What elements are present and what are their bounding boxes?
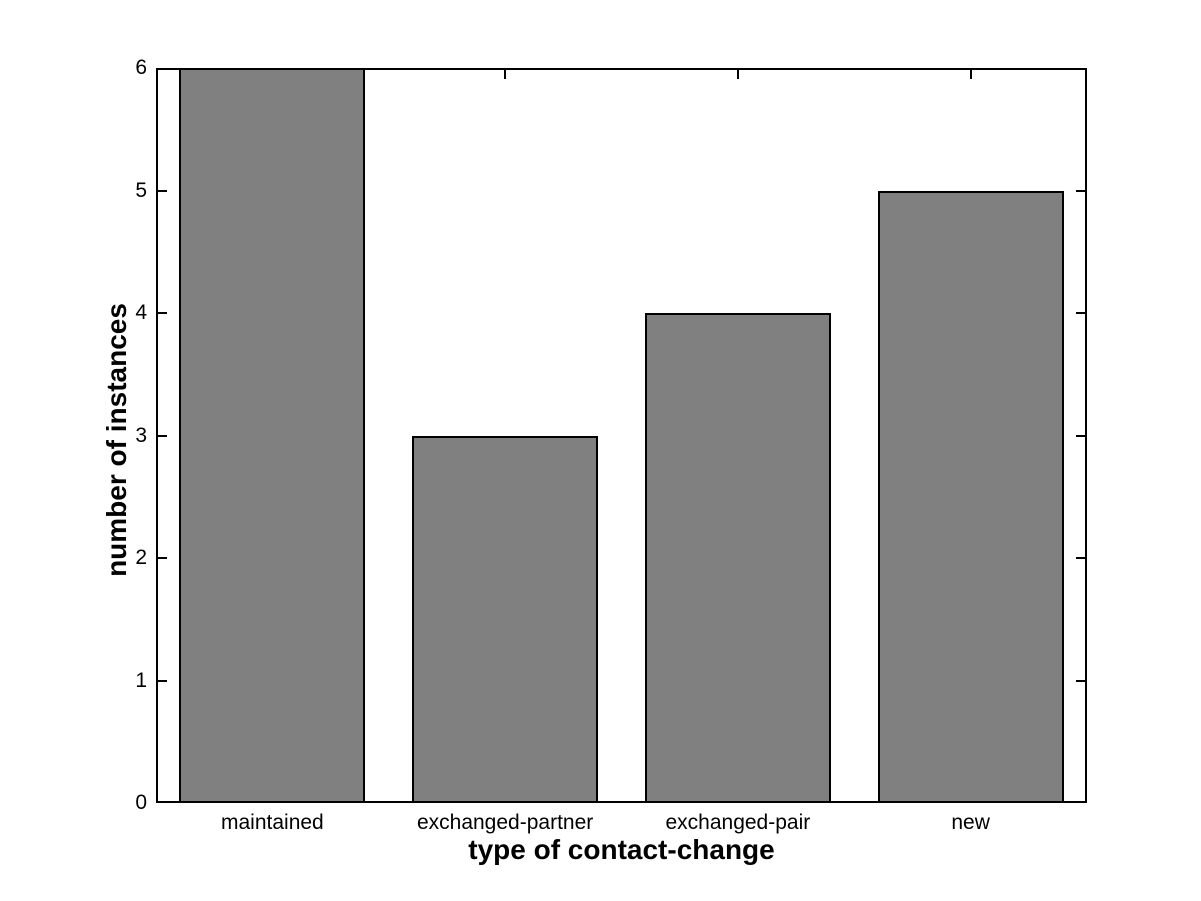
- y-tick-label-6: 6: [135, 56, 147, 79]
- x-tick-label-exchanged-pair: exchanged-pair: [665, 811, 811, 834]
- bar-maintained: [179, 68, 366, 803]
- plot-area: [156, 68, 1087, 803]
- y-tick-left-1: [156, 679, 167, 682]
- bar-exchanged-pair: [644, 313, 831, 803]
- x-tick-top-exchanged-partner: [504, 68, 507, 79]
- y-tick-right-3: [1076, 434, 1087, 437]
- y-tick-left-5: [156, 189, 167, 192]
- x-tick-top-exchanged-pair: [736, 68, 739, 79]
- y-tick-right-2: [1076, 557, 1087, 559]
- y-tick-label-4: 4: [135, 301, 147, 324]
- y-tick-right-4: [1076, 312, 1087, 314]
- y-tick-label-2: 2: [135, 546, 147, 569]
- x-tick-label-new: new: [951, 811, 990, 834]
- y-tick-label-5: 5: [135, 178, 147, 202]
- y-tick-left-4: [156, 312, 167, 314]
- x-tick-label-maintained: maintained: [221, 811, 324, 834]
- y-tick-left-2: [156, 557, 167, 559]
- bar-exchanged-partner: [412, 435, 599, 803]
- x-tick-top-new: [969, 68, 972, 79]
- y-tick-label-3: 3: [135, 423, 147, 447]
- x-tick-label-exchanged-partner: exchanged-partner: [416, 811, 594, 834]
- x-axis-label: type of contact-change: [468, 834, 775, 865]
- y-tick-right-5: [1076, 189, 1087, 192]
- y-tick-left-3: [156, 434, 167, 437]
- bar-new: [877, 190, 1064, 803]
- y-tick-label-0: 0: [135, 791, 147, 814]
- y-tick-right-1: [1076, 679, 1087, 682]
- y-axis-label: number of instances: [101, 303, 132, 577]
- y-tick-label-1: 1: [135, 668, 147, 692]
